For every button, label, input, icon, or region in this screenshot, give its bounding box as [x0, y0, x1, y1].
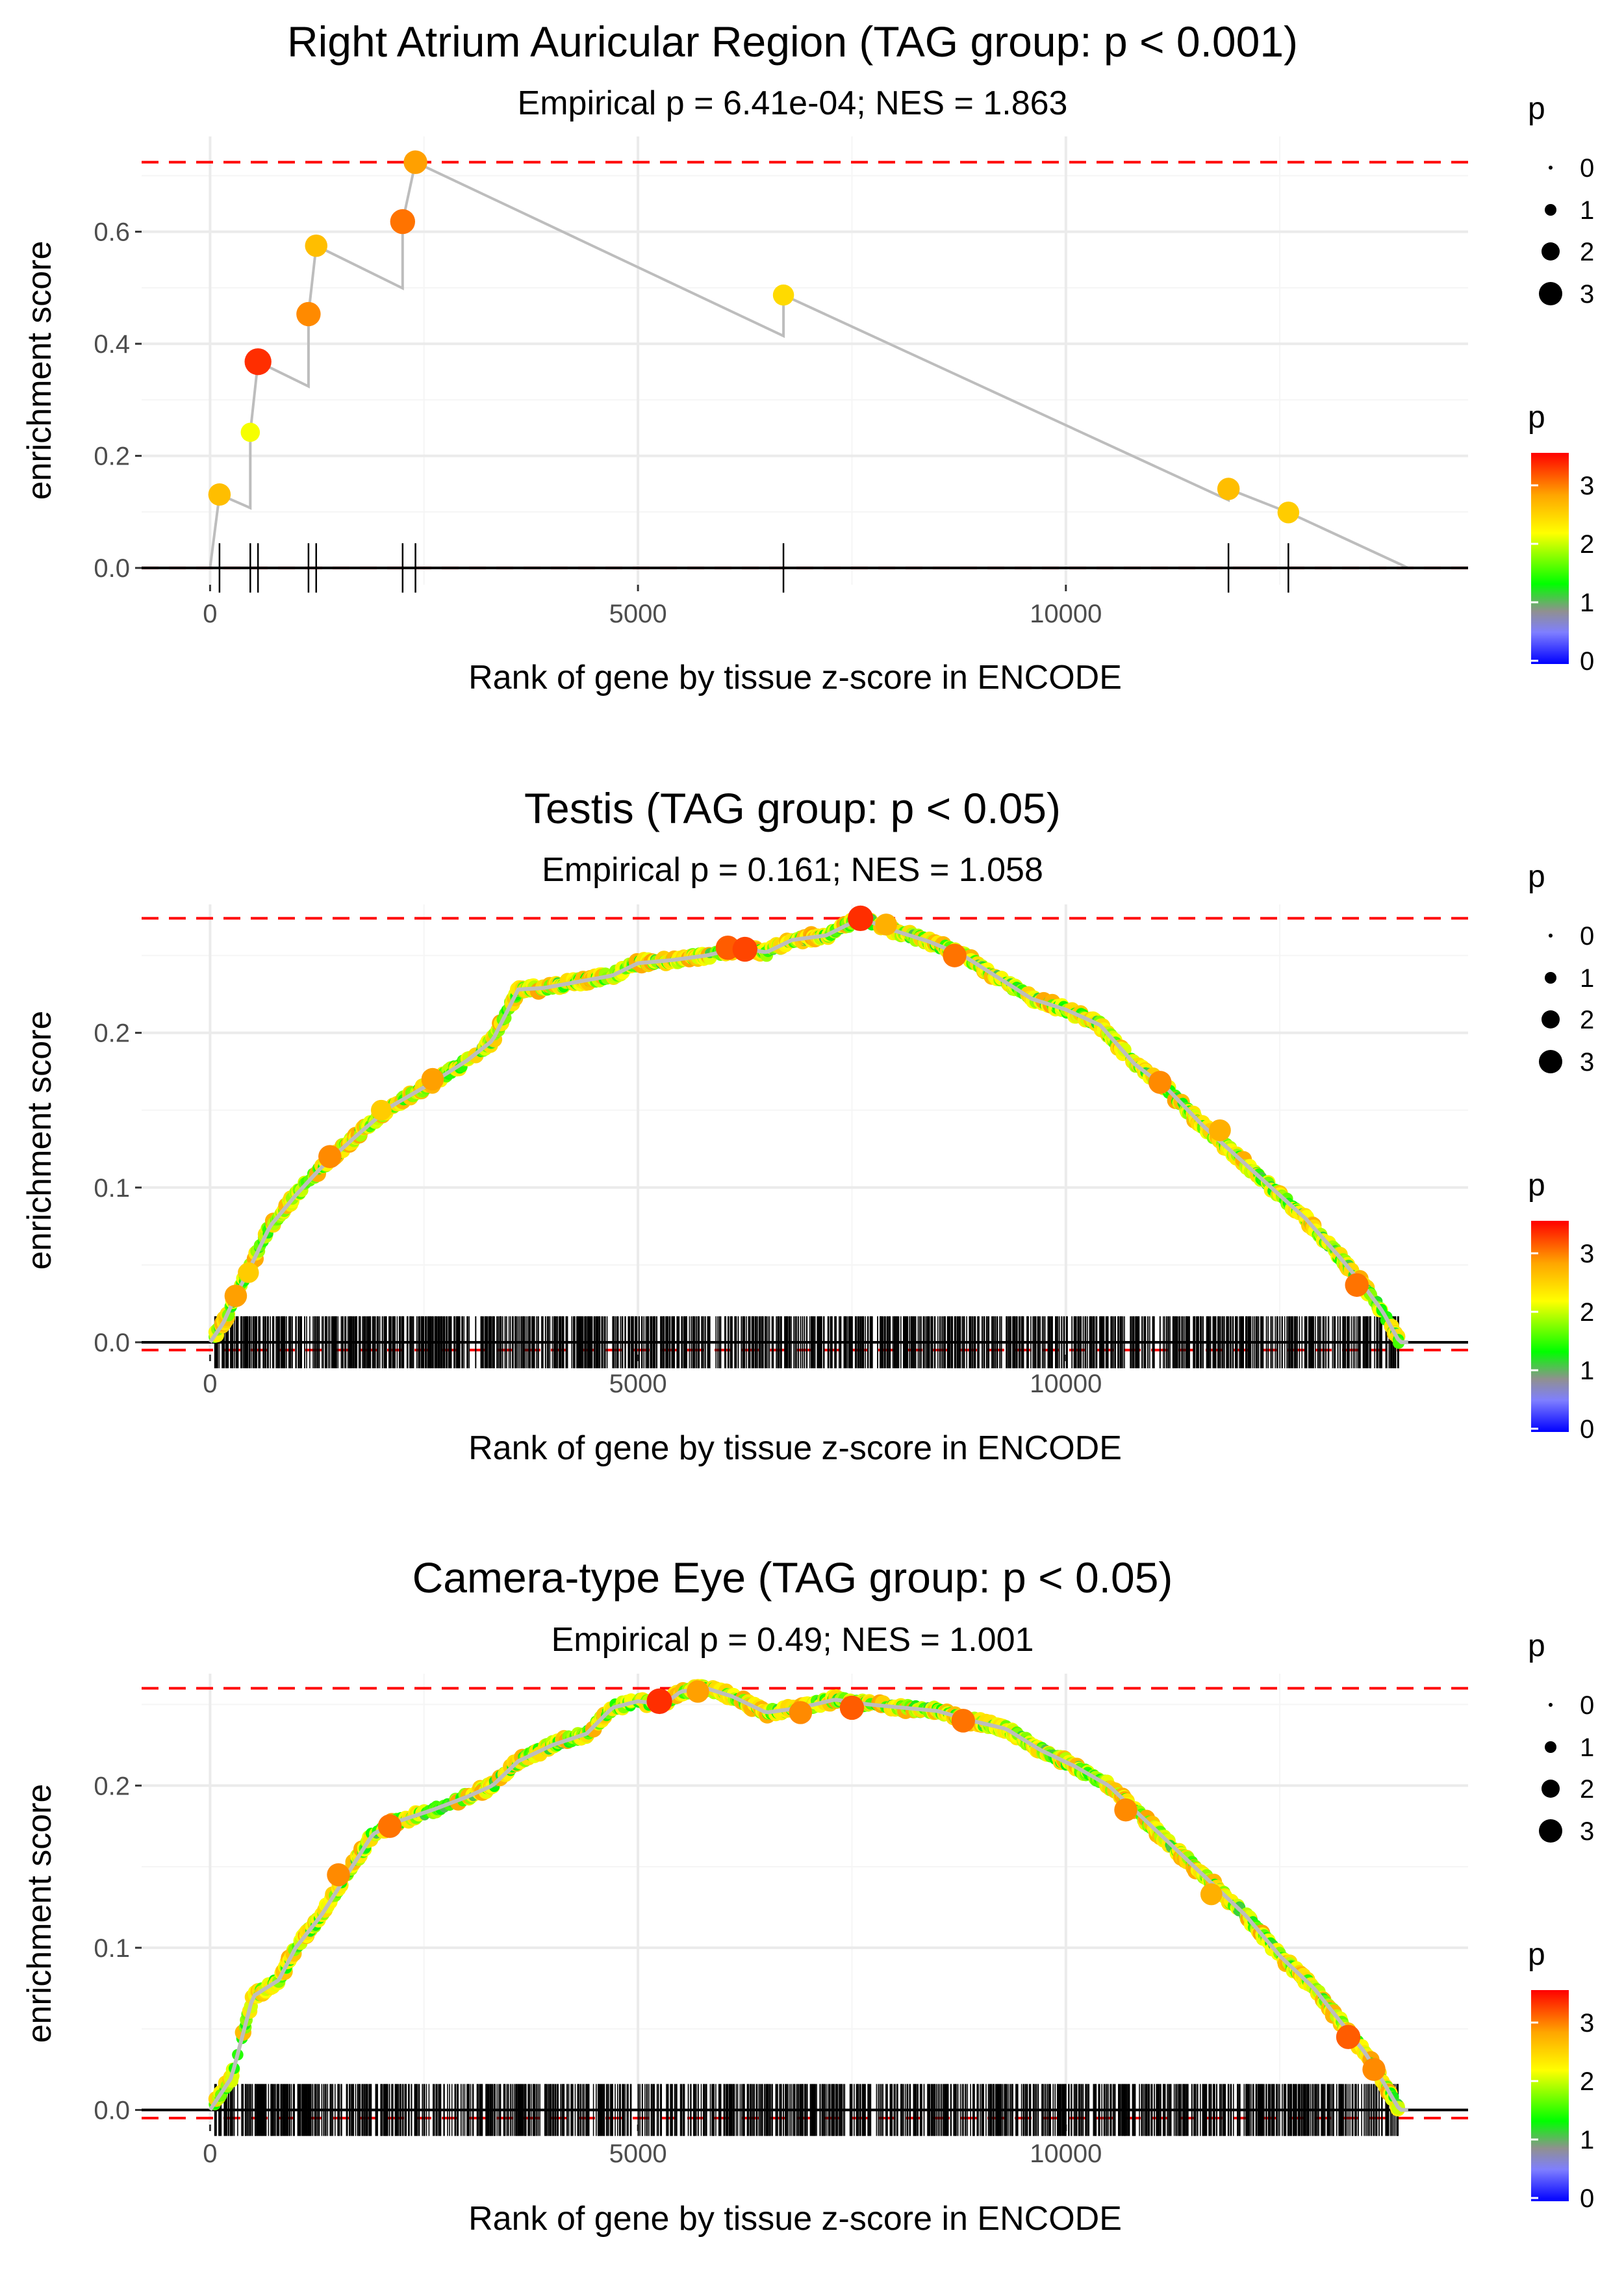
hit-point [1277, 501, 1300, 524]
panel-3-title: Camera-type Eye (TAG group: p < 0.05) [412, 1553, 1173, 1602]
es-curve [209, 160, 1409, 569]
y-tick-label-1: 0.1 [94, 1934, 130, 1963]
y-tick-label-1: 0.1 [94, 1174, 130, 1203]
panel-1-y-label: enrichment score [21, 241, 58, 500]
x-tick-label-2: 10000 [1030, 1370, 1102, 1398]
panel-2: Testis (TAG group: p < 0.05) Empirical p… [21, 784, 1468, 1467]
hit-point-highlight [1148, 1071, 1172, 1094]
hit-point [305, 234, 327, 257]
x-tick-label-1: 5000 [609, 2140, 667, 2168]
hit-point-highlight [224, 1284, 247, 1307]
x-tick-label-0: 0 [203, 1370, 217, 1398]
x-tick-label-0: 0 [203, 600, 217, 628]
hit-point [1217, 478, 1240, 500]
hit-point [772, 284, 794, 306]
x-tick-label-0: 0 [203, 2140, 217, 2168]
hit-point-highlight [1209, 1119, 1231, 1142]
y-tick-label-3: 0.6 [94, 218, 130, 247]
panel-3: Camera-type Eye (TAG group: p < 0.05) Em… [21, 1553, 1468, 2238]
panel-1-plot: 0 5000 10000 0.0 0.2 0.4 0.6 [94, 136, 1468, 628]
panel-2-plot: 0 5000 10000 0.0 0.1 0.2 [94, 904, 1468, 1398]
y-tick-label-2: 0.2 [94, 1019, 130, 1048]
hit-point-highlight [1345, 1273, 1369, 1297]
hit-point-highlight [848, 905, 874, 932]
panel-3-plot: 0 5000 10000 0.0 0.1 0.2 [94, 1674, 1468, 2168]
hit-point-highlight [370, 1099, 392, 1121]
hit-point-highlight [238, 1262, 259, 1283]
panel-1-title: Right Atrium Auricular Region (TAG group… [287, 18, 1298, 66]
panel-1-subtitle: Empirical p = 6.41e-04; NES = 1.863 [518, 84, 1068, 122]
hit-point [403, 150, 427, 174]
panel-3-subtitle: Empirical p = 0.49; NES = 1.001 [552, 1621, 1034, 1659]
y-tick-label-0: 0.0 [94, 554, 130, 583]
es-curve [208, 916, 1408, 1344]
hit-point [244, 348, 272, 376]
y-tick-label-2: 0.2 [94, 1772, 130, 1800]
panel-2-x-label: Rank of gene by tissue z-score in ENCODE [468, 1429, 1122, 1467]
hit-point [240, 422, 260, 442]
x-tick-label-1: 5000 [609, 1370, 667, 1398]
x-tick-label-2: 10000 [1030, 600, 1102, 628]
y-tick-label-0: 0.0 [94, 1329, 130, 1357]
x-tick-label-1: 5000 [609, 600, 667, 628]
hit-point-highlight [732, 936, 757, 962]
y-tick-label-2: 0.4 [94, 330, 130, 359]
hit-point [296, 301, 321, 327]
hit-point-highlight [875, 913, 897, 936]
y-tick-label-1: 0.2 [94, 442, 130, 471]
hit-point-highlight [318, 1145, 342, 1168]
panel-2-subtitle: Empirical p = 0.161; NES = 1.058 [542, 851, 1043, 889]
panel-2-title: Testis (TAG group: p < 0.05) [524, 784, 1061, 832]
x-tick-label-2: 10000 [1030, 2140, 1102, 2168]
y-tick-label-0: 0.0 [94, 2097, 130, 2125]
panel-1: Right Atrium Auricular Region (TAG group… [21, 18, 1468, 696]
panel-2-y-label: enrichment score [21, 1011, 58, 1270]
panel-3-x-label: Rank of gene by tissue z-score in ENCODE [468, 2200, 1122, 2238]
hit-point [208, 483, 231, 506]
panel-1-x-label: Rank of gene by tissue z-score in ENCODE [468, 659, 1122, 696]
hit-point [390, 209, 416, 235]
hit-point-highlight [943, 943, 967, 967]
panel-3-y-label: enrichment score [21, 1784, 58, 2043]
hit-point-highlight [421, 1067, 444, 1091]
